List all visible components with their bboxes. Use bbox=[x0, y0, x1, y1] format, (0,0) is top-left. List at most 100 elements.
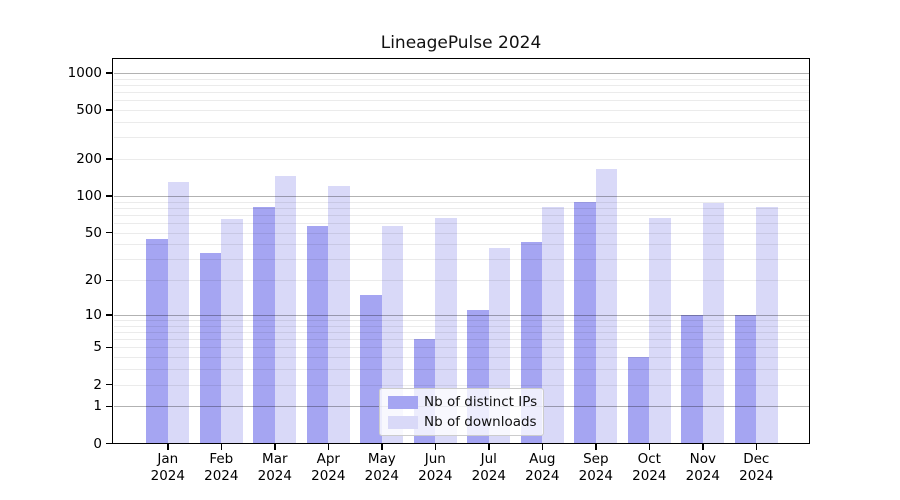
x-tick-year: 2024 bbox=[418, 468, 453, 484]
x-tick-month: Jan bbox=[157, 451, 179, 467]
x-tick-year: 2024 bbox=[311, 468, 346, 484]
legend-label-downloads: Nb of downloads bbox=[424, 414, 537, 430]
legend: Nb of distinct IPs Nb of downloads bbox=[379, 388, 544, 436]
minor-gridline bbox=[114, 122, 810, 123]
x-tick-year: 2024 bbox=[739, 468, 774, 484]
x-tick-label: Sep 2024 bbox=[564, 451, 628, 485]
bar-distinct-ips-sep-2024 bbox=[574, 202, 596, 444]
bar-downloads-jan-2024 bbox=[167, 182, 190, 444]
minor-gridline bbox=[114, 137, 810, 139]
minor-gridline bbox=[114, 110, 810, 112]
x-tick bbox=[274, 444, 276, 450]
x-tick bbox=[648, 444, 650, 450]
y-tick bbox=[106, 109, 112, 111]
x-tick-year: 2024 bbox=[525, 468, 560, 484]
x-tick-label: Jul 2024 bbox=[457, 451, 521, 485]
y-tick-label: 0 bbox=[93, 435, 102, 452]
x-tick bbox=[434, 444, 437, 450]
legend-item-downloads: Nb of downloads bbox=[388, 414, 543, 431]
x-tick bbox=[167, 444, 169, 450]
x-tick-month: Mar bbox=[262, 451, 288, 467]
y-tick bbox=[106, 72, 112, 74]
minor-gridline bbox=[114, 244, 810, 246]
y-tick-label: 5 bbox=[93, 339, 102, 356]
minor-gridline bbox=[114, 214, 810, 216]
x-tick-label: Apr 2024 bbox=[296, 451, 360, 485]
x-tick-month: Apr bbox=[316, 451, 340, 467]
major-gridline bbox=[114, 72, 810, 74]
minor-gridline bbox=[114, 320, 810, 321]
x-tick-label: Aug 2024 bbox=[510, 451, 574, 485]
x-tick-label: Jan 2024 bbox=[136, 451, 200, 485]
y-tick bbox=[106, 442, 112, 445]
minor-gridline bbox=[114, 259, 810, 261]
x-tick-year: 2024 bbox=[204, 468, 239, 484]
minor-gridline bbox=[114, 223, 810, 224]
y-tick-label: 500 bbox=[76, 102, 102, 119]
y-tick bbox=[106, 405, 112, 408]
y-tick-label: 50 bbox=[84, 224, 102, 241]
bar-downloads-apr-2024 bbox=[328, 185, 350, 444]
x-tick bbox=[488, 444, 490, 450]
x-tick-month: Nov bbox=[689, 451, 716, 467]
x-tick-year: 2024 bbox=[471, 468, 506, 484]
x-tick bbox=[327, 444, 330, 450]
minor-gridline bbox=[114, 339, 810, 341]
x-tick-month: Dec bbox=[743, 451, 770, 467]
x-tick-year: 2024 bbox=[364, 468, 399, 484]
legend-item-distinct-ips: Nb of distinct IPs bbox=[388, 394, 543, 411]
x-tick-month: Jul bbox=[480, 451, 497, 467]
y-tick bbox=[106, 383, 112, 386]
minor-gridline bbox=[114, 207, 810, 209]
x-tick bbox=[595, 444, 597, 450]
x-tick-month: May bbox=[367, 451, 396, 467]
minor-gridline bbox=[114, 100, 810, 102]
y-tick-label: 10 bbox=[84, 306, 102, 323]
minor-gridline bbox=[114, 78, 810, 80]
bar-downloads-mar-2024 bbox=[274, 175, 297, 444]
plot-area-frame bbox=[112, 58, 810, 444]
x-tick bbox=[755, 444, 757, 450]
minor-gridline bbox=[114, 325, 810, 327]
x-tick-label: May 2024 bbox=[350, 451, 414, 485]
bar-downloads-sep-2024 bbox=[595, 169, 618, 444]
bar-downloads-feb-2024 bbox=[221, 218, 243, 444]
major-gridline bbox=[114, 196, 810, 197]
y-tick bbox=[106, 195, 112, 197]
x-tick-label: Jun 2024 bbox=[403, 451, 467, 485]
bar-downloads-aug-2024 bbox=[542, 206, 564, 444]
minor-gridline bbox=[114, 280, 810, 282]
bar-downloads-dec-2024 bbox=[756, 206, 778, 444]
minor-gridline bbox=[114, 159, 810, 161]
x-tick-year: 2024 bbox=[632, 468, 667, 484]
x-tick bbox=[381, 444, 383, 450]
x-tick-year: 2024 bbox=[578, 468, 613, 484]
x-tick bbox=[541, 444, 543, 450]
x-tick-month: Oct bbox=[637, 451, 661, 467]
y-tick-label: 200 bbox=[76, 151, 102, 168]
x-tick-month: Jun bbox=[424, 451, 446, 467]
legend-label-distinct-ips: Nb of distinct IPs bbox=[424, 394, 538, 410]
minor-gridline bbox=[114, 201, 810, 203]
x-tick-label: Feb 2024 bbox=[189, 451, 253, 485]
x-tick-month: Sep bbox=[583, 451, 609, 467]
major-gridline bbox=[114, 314, 810, 316]
minor-gridline bbox=[114, 92, 810, 94]
x-tick bbox=[220, 444, 223, 450]
bar-downloads-oct-2024 bbox=[649, 218, 671, 444]
y-tick-label: 1000 bbox=[67, 64, 102, 81]
y-tick bbox=[106, 314, 112, 316]
bar-distinct-ips-apr-2024 bbox=[306, 225, 329, 444]
x-tick-label: Oct 2024 bbox=[617, 451, 681, 485]
x-tick-year: 2024 bbox=[150, 468, 185, 484]
bar-distinct-ips-jan-2024 bbox=[146, 239, 168, 444]
minor-gridline bbox=[114, 332, 810, 333]
legend-swatch-downloads bbox=[388, 415, 418, 429]
x-tick-label: Dec 2024 bbox=[724, 451, 788, 485]
bar-downloads-nov-2024 bbox=[702, 202, 725, 444]
y-tick-label: 2 bbox=[93, 376, 102, 393]
bar-distinct-ips-oct-2024 bbox=[627, 357, 650, 444]
x-tick-year: 2024 bbox=[685, 468, 720, 484]
y-tick-label: 20 bbox=[84, 272, 102, 289]
